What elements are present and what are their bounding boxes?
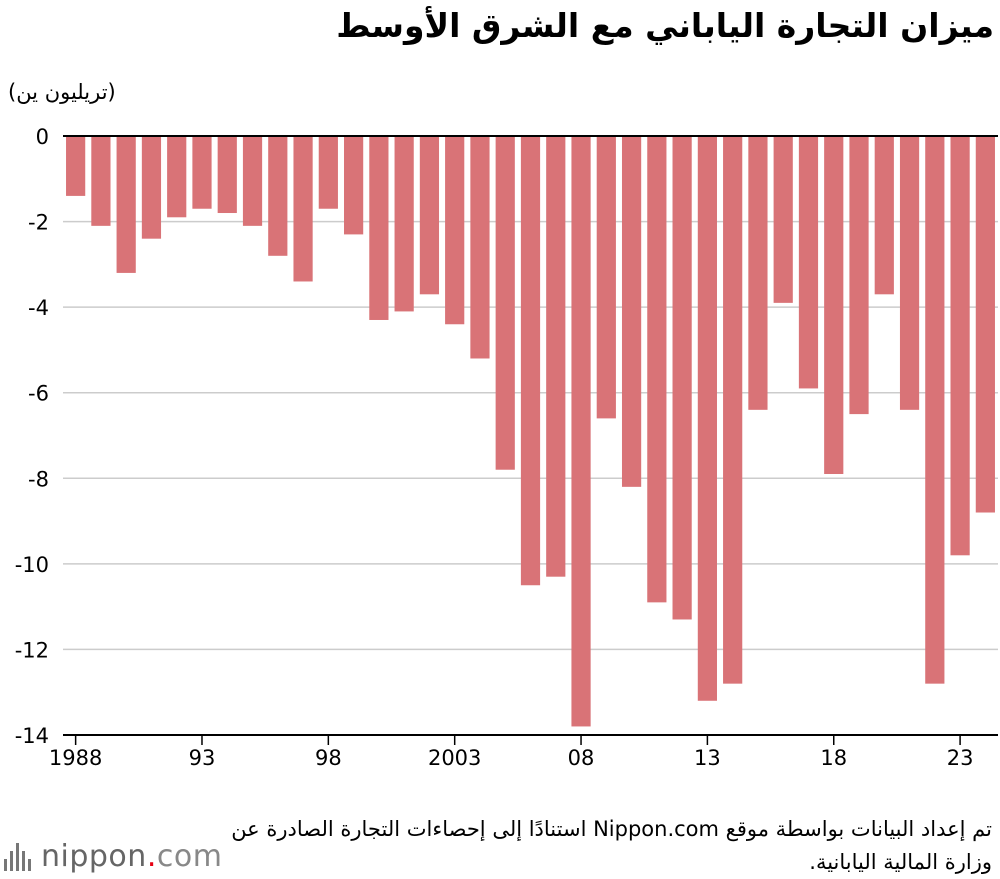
bar-1988 — [66, 136, 86, 196]
bar-2000 — [369, 136, 389, 320]
bar-2007 — [546, 136, 566, 577]
x-tick-label: 1988 — [49, 746, 102, 770]
bar-2016 — [773, 136, 793, 303]
bar-2011 — [647, 136, 667, 603]
bar-2003 — [445, 136, 465, 325]
bar-2005 — [495, 136, 515, 470]
bars — [66, 136, 995, 727]
bar-1997 — [293, 136, 313, 282]
bar-2010 — [621, 136, 642, 487]
y-tick-label: -14 — [15, 724, 49, 748]
bar-1999 — [344, 136, 364, 235]
x-tick-label: 93 — [189, 746, 216, 770]
bar-2020 — [874, 136, 894, 295]
axes — [63, 135, 998, 745]
x-tick-label: 23 — [947, 746, 974, 770]
x-tick-label: 98 — [315, 746, 342, 770]
source-note: تم إعداد البيانات بواسطة موقع Nippon.com… — [231, 817, 992, 874]
y-tick-label: -12 — [15, 638, 49, 662]
x-tick-label: 13 — [694, 746, 721, 770]
bar-2022 — [925, 136, 945, 684]
bar-2018 — [824, 136, 844, 475]
y-tick-label: -6 — [28, 382, 49, 406]
bar-1990 — [116, 136, 136, 273]
y-tick-label: -8 — [28, 467, 49, 491]
bar-1998 — [318, 136, 338, 209]
bar-1992 — [167, 136, 187, 218]
y-tick-label: -10 — [15, 553, 49, 577]
bar-1995 — [242, 136, 263, 226]
bar-2004 — [470, 136, 490, 359]
bar-2009 — [596, 136, 616, 419]
bar-1993 — [192, 136, 212, 209]
bar-1996 — [268, 136, 288, 256]
y-axis-unit-label: (تريليون ين) — [8, 80, 116, 104]
x-tick-label: 2003 — [428, 746, 481, 770]
bar-2014 — [723, 136, 743, 684]
bar-1991 — [141, 136, 162, 239]
bar-2001 — [394, 136, 414, 312]
y-tick-label: -4 — [28, 296, 49, 320]
bar-1989 — [91, 136, 111, 226]
bar-2008 — [571, 136, 591, 727]
bar-2019 — [849, 136, 869, 415]
x-tick-label: 18 — [820, 746, 847, 770]
chart-title: ميزان التجارة الياباني مع الشرق الأوسط — [336, 6, 994, 45]
nippon-logo: nippon.com — [4, 838, 222, 874]
bar-2017 — [798, 136, 819, 389]
bar-2006 — [520, 136, 541, 586]
y-tick-label: 0 — [36, 125, 49, 149]
y-tick-label: -2 — [28, 211, 49, 235]
logo-mark-icon — [4, 841, 31, 871]
logo-tld: com — [156, 838, 223, 874]
bar-1994 — [217, 136, 237, 214]
bar-2023 — [950, 136, 970, 556]
logo-name: nippon — [41, 838, 147, 874]
logo-dot: . — [146, 838, 157, 874]
bar-2002 — [419, 136, 440, 295]
bar-2021 — [899, 136, 920, 410]
bar-2024 — [975, 136, 995, 513]
bar-2015 — [748, 136, 768, 410]
logo-text: nippon.com — [41, 839, 222, 874]
x-tick-label: 08 — [568, 746, 595, 770]
bar-2013 — [697, 136, 717, 701]
bar-2012 — [672, 136, 692, 620]
